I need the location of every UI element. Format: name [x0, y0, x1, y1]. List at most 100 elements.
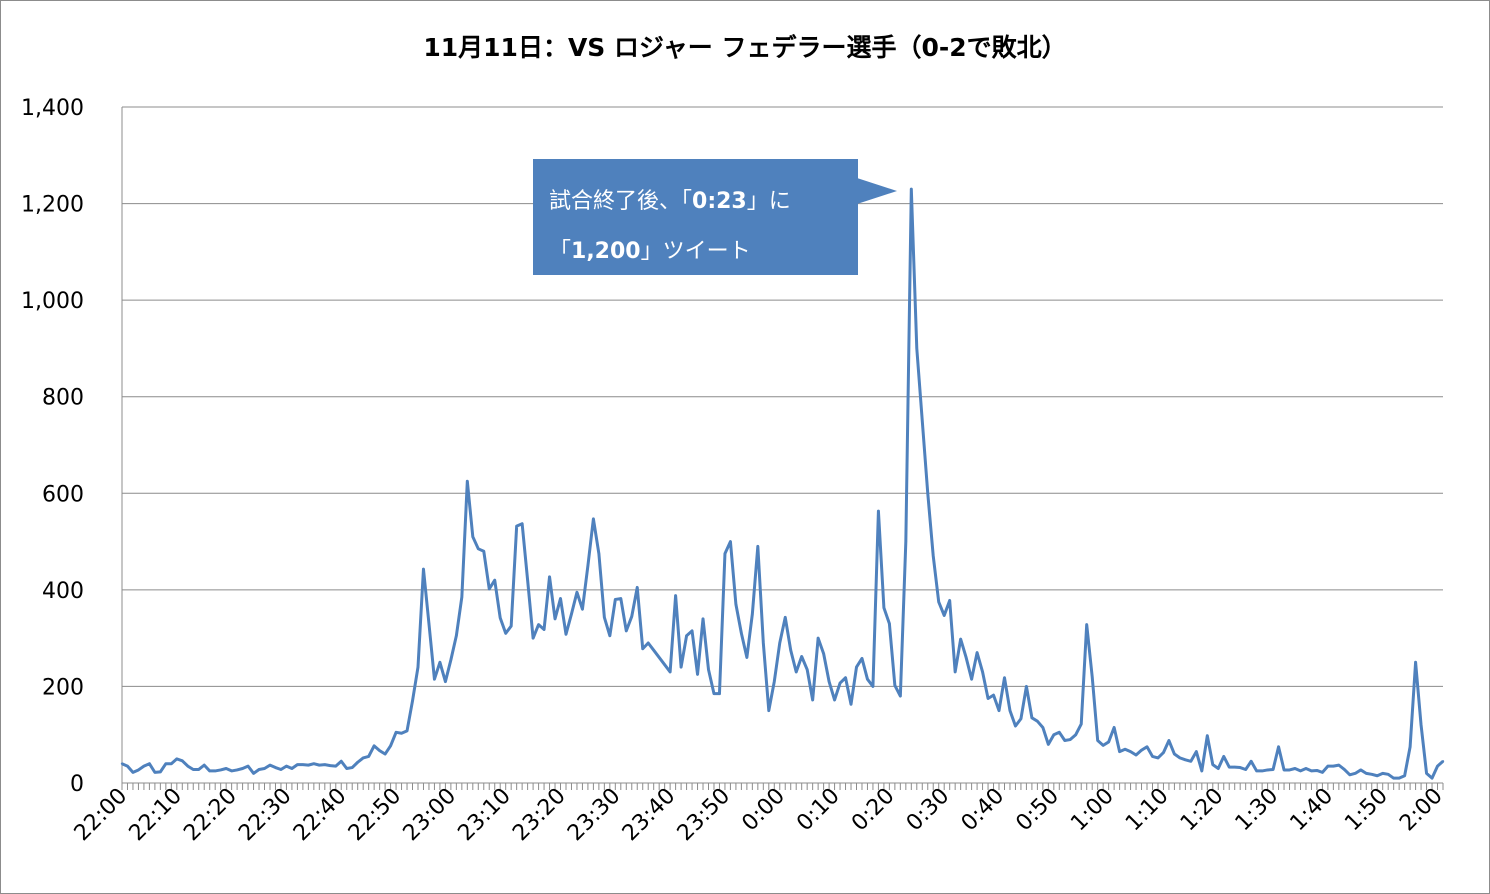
data-point — [882, 606, 886, 609]
data-point — [241, 767, 244, 770]
data-point — [1173, 752, 1176, 756]
data-point — [805, 668, 809, 671]
y-tick-label: 1,000 — [21, 289, 84, 314]
data-point — [926, 492, 929, 495]
data-point — [504, 632, 507, 635]
data-point — [871, 685, 875, 688]
x-tick-label: 1:00 — [1066, 784, 1119, 837]
data-point — [137, 768, 140, 772]
data-point — [197, 768, 200, 771]
data-point — [1069, 738, 1072, 741]
data-point — [833, 698, 836, 702]
data-point — [542, 628, 546, 631]
data-point — [904, 540, 908, 543]
data-point — [827, 680, 831, 683]
y-tick-label: 600 — [42, 482, 84, 507]
x-tick-label: 22:30 — [234, 784, 297, 847]
data-point — [816, 636, 820, 640]
data-point — [1151, 755, 1154, 758]
data-point — [1271, 768, 1275, 771]
data-point — [679, 665, 683, 669]
x-tick-label: 23:10 — [453, 784, 516, 847]
data-point — [734, 603, 738, 606]
data-point — [652, 649, 655, 652]
x-tick-label: 23:50 — [673, 784, 736, 847]
data-point — [1315, 769, 1319, 772]
annotation-text: 「 — [549, 239, 572, 264]
data-point — [1123, 748, 1127, 751]
data-point — [1425, 772, 1428, 775]
x-tick-label: 1:20 — [1176, 784, 1229, 837]
data-point — [707, 668, 710, 671]
data-point — [120, 762, 124, 765]
data-point — [1134, 753, 1138, 757]
data-point — [192, 768, 195, 771]
data-point — [1370, 773, 1373, 776]
data-point — [1343, 768, 1346, 771]
data-point — [1321, 771, 1324, 774]
data-point — [372, 744, 376, 748]
data-point — [1085, 623, 1088, 626]
data-point — [307, 763, 310, 767]
data-point — [246, 764, 250, 768]
data-point — [1025, 685, 1028, 688]
data-point — [224, 767, 228, 770]
data-point — [509, 624, 513, 628]
data-point — [685, 634, 688, 637]
data-point — [1074, 733, 1077, 736]
data-point — [213, 769, 217, 773]
data-point — [170, 762, 173, 765]
data-point — [438, 661, 442, 664]
data-point — [663, 663, 666, 666]
data-point — [619, 597, 622, 600]
data-point — [838, 681, 842, 685]
data-point — [751, 612, 754, 616]
data-point — [1376, 774, 1379, 777]
data-point — [351, 766, 354, 769]
data-point — [1107, 740, 1110, 744]
data-point — [1014, 724, 1017, 728]
annotation-time: 0:23 — [692, 189, 747, 214]
data-point — [499, 616, 502, 620]
data-point — [1091, 675, 1094, 678]
data-point — [586, 564, 590, 567]
data-point — [564, 633, 568, 636]
x-tick-label: 0:20 — [847, 784, 900, 837]
y-tick-label: 800 — [42, 386, 84, 411]
data-point — [268, 763, 272, 767]
data-point — [175, 757, 179, 761]
data-point — [482, 550, 485, 553]
data-point — [959, 637, 962, 641]
peak-annotation: 試合終了後、「0:23」に 「1,200」ツイート — [533, 159, 858, 275]
data-point — [729, 540, 732, 543]
data-point — [789, 649, 792, 652]
y-axis: 0 200 400 600 800 1,000 1,200 1,400 — [21, 96, 123, 797]
data-point — [1255, 769, 1258, 773]
x-tick-label: 23:30 — [563, 784, 626, 847]
x-tick-label: 23:40 — [618, 784, 681, 847]
data-point — [411, 699, 414, 703]
data-point — [800, 655, 803, 658]
data-point — [603, 616, 606, 619]
data-point — [723, 552, 727, 555]
x-tick-label: 0:30 — [902, 784, 955, 837]
data-point — [948, 599, 951, 602]
data-point — [1288, 768, 1291, 772]
data-point — [1260, 769, 1264, 773]
data-point — [466, 480, 469, 483]
data-point — [378, 749, 381, 752]
series-layer — [120, 187, 1445, 780]
data-point — [1222, 755, 1225, 758]
data-point — [1365, 772, 1368, 775]
data-point — [427, 622, 431, 625]
annotation-pointer — [857, 178, 897, 204]
data-point — [279, 768, 283, 771]
data-point — [1041, 726, 1045, 729]
x-tick-label: 1:30 — [1231, 784, 1284, 837]
x-tick-label: 22:50 — [344, 784, 407, 847]
data-point — [614, 598, 617, 601]
data-point — [131, 771, 135, 774]
data-point — [1162, 751, 1165, 754]
data-point — [126, 764, 129, 768]
